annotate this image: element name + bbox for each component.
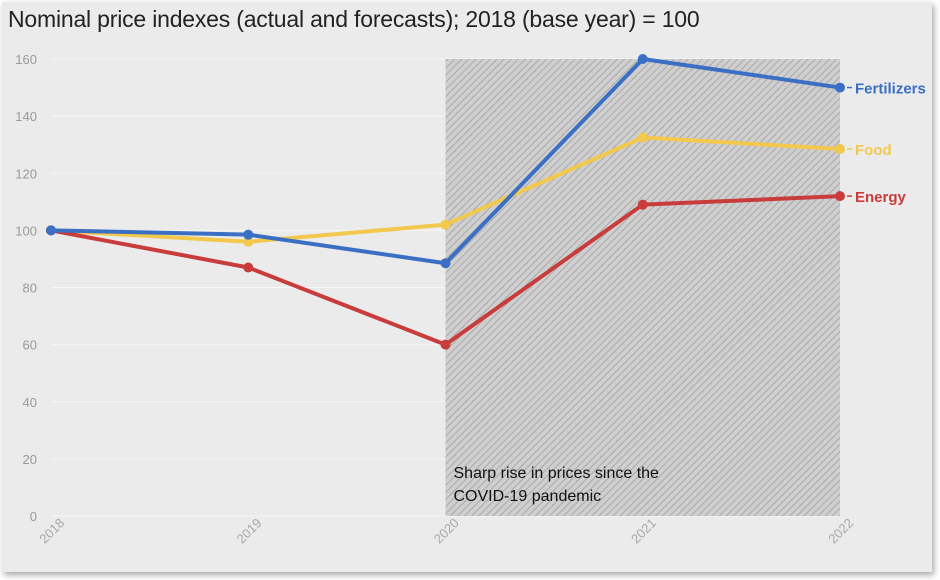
shaded-region — [445, 59, 840, 516]
energy-point — [835, 191, 845, 202]
x-tick-label: 2018 — [36, 515, 67, 546]
energy-point — [243, 262, 254, 273]
fertilizers-point — [46, 225, 56, 236]
fertilizers-point — [440, 258, 451, 269]
y-tick-label: 100 — [15, 223, 37, 238]
y-tick-label: 160 — [15, 52, 37, 67]
chart-frame: Nominal price indexes (actual and foreca… — [2, 2, 932, 572]
series-labels: Food Energy Fertilizers — [847, 81, 926, 206]
y-tick-label: 140 — [15, 109, 37, 124]
y-tick-label: 0 — [30, 509, 37, 524]
x-tick-label: 2022 — [825, 515, 856, 546]
x-axis: 2018 2019 2020 2021 2022 — [36, 515, 856, 546]
pandemic-shaded-area — [445, 59, 840, 516]
y-tick-label: 40 — [23, 395, 37, 410]
y-axis: 0 20 40 60 80 100 120 140 160 — [15, 52, 37, 524]
y-tick-label: 20 — [23, 452, 37, 467]
y-tick-label: 60 — [23, 338, 37, 353]
fertilizers-point — [243, 229, 254, 240]
food-point — [243, 236, 254, 247]
annotation-text: Sharp rise in prices since the — [454, 465, 660, 482]
food-series-label: Food — [855, 142, 892, 159]
fertilizers-series-label: Fertilizers — [855, 81, 926, 98]
chart-title: Nominal price indexes (actual and foreca… — [8, 6, 700, 32]
y-tick-label: 120 — [15, 166, 37, 181]
food-point — [637, 132, 648, 143]
annotation: Sharp rise in prices since the COVID-19 p… — [454, 465, 660, 505]
fertilizers-point — [835, 82, 845, 93]
x-tick-label: 2021 — [628, 515, 659, 546]
annotation-text: COVID-19 pandemic — [454, 488, 602, 505]
energy-series-label: Energy — [855, 189, 907, 206]
series-points — [46, 54, 845, 350]
food-point — [835, 143, 845, 154]
energy-point — [637, 199, 648, 210]
fertilizers-point — [637, 54, 648, 64]
x-tick-label: 2019 — [234, 515, 265, 546]
food-point — [440, 219, 451, 230]
energy-point — [440, 339, 451, 350]
y-tick-label: 80 — [23, 281, 37, 296]
x-tick-label: 2020 — [431, 515, 462, 546]
